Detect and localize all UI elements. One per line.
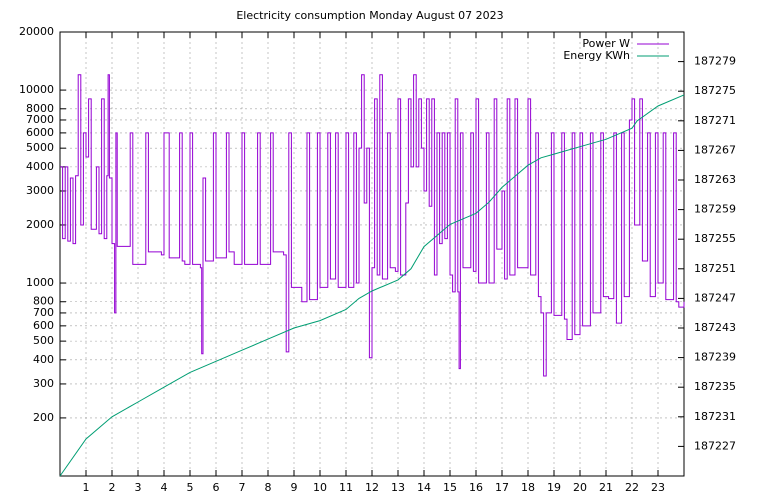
x-tick-label: 16 [469, 481, 483, 494]
y-tick-label: 700 [33, 306, 54, 319]
x-tick-label: 12 [365, 481, 379, 494]
x-tick-label: 18 [521, 481, 535, 494]
x-tick-label: 21 [599, 481, 613, 494]
plot-border [59, 31, 685, 477]
x-tick-label: 14 [417, 481, 431, 494]
y2-tick-label: 187247 [694, 291, 736, 304]
y-tick-label: 8000 [26, 102, 54, 115]
x-tick-label: 10 [313, 481, 327, 494]
y-tick-label: 200 [33, 411, 54, 424]
y2-tick-label: 187231 [694, 410, 736, 423]
x-tick-label: 13 [391, 481, 405, 494]
y-tick-label: 5000 [26, 141, 54, 154]
y-tick-label: 800 [33, 295, 54, 308]
x-tick-label: 17 [495, 481, 509, 494]
x-tick-label: 3 [135, 481, 142, 494]
y-tick-label: 600 [33, 319, 54, 332]
y2-tick-label: 187239 [694, 351, 736, 364]
x-tick-label: 11 [339, 481, 353, 494]
x-tick-label: 2 [109, 481, 116, 494]
x-tick-label: 1 [83, 481, 90, 494]
y-tick-label: 20000 [19, 25, 54, 38]
x-tick-label: 6 [213, 481, 220, 494]
y-tick-label: 10000 [19, 83, 54, 96]
y-tick-label: 7000 [26, 113, 54, 126]
y2-tick-label: 187235 [694, 380, 736, 393]
y-tick-label: 3000 [26, 184, 54, 197]
y2-tick-label: 187267 [694, 143, 736, 156]
y-tick-label: 400 [33, 353, 54, 366]
y-tick-label: 4000 [26, 160, 54, 173]
series-line [59, 94, 685, 477]
x-tick-label: 22 [625, 481, 639, 494]
y2-tick-label: 187243 [694, 321, 736, 334]
x-tick-label: 9 [291, 481, 298, 494]
x-tick-label: 7 [239, 481, 246, 494]
legend-label: Energy KWh [563, 49, 630, 62]
y2-tick-label: 187271 [694, 114, 736, 127]
y-tick-label: 500 [33, 334, 54, 347]
y-tick-label: 6000 [26, 126, 54, 139]
y-tick-label: 1000 [26, 276, 54, 289]
chart-title: Electricity consumption Monday August 07… [236, 9, 503, 22]
y-tick-label: 300 [33, 377, 54, 390]
legend-label: Power W [582, 37, 630, 50]
y2-tick-label: 187255 [694, 232, 736, 245]
x-tick-label: 8 [265, 481, 272, 494]
y2-tick-label: 187259 [694, 203, 736, 216]
x-tick-label: 15 [443, 481, 457, 494]
x-tick-label: 19 [547, 481, 561, 494]
x-tick-label: 4 [161, 481, 168, 494]
x-tick-label: 20 [573, 481, 587, 494]
x-tick-label: 23 [651, 481, 665, 494]
y2-tick-label: 187279 [694, 55, 736, 68]
series-line [60, 74, 685, 377]
y2-tick-label: 187251 [694, 262, 736, 275]
x-tick-label: 5 [187, 481, 194, 494]
y2-tick-label: 187227 [694, 439, 736, 452]
y-tick-label: 2000 [26, 218, 54, 231]
y2-tick-label: 187275 [694, 84, 736, 97]
y2-tick-label: 187263 [694, 173, 736, 186]
